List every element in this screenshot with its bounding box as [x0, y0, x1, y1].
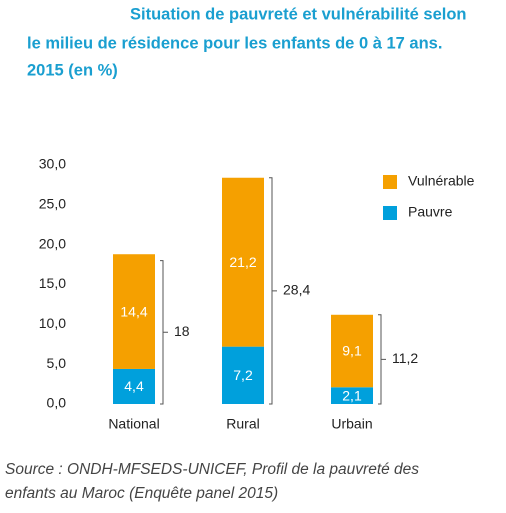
bar-segment: [113, 254, 155, 369]
x-tick-label: Rural: [226, 416, 259, 432]
chart-title: 2015 (en %): [27, 61, 118, 79]
y-tick-label: 0,0: [47, 395, 67, 411]
value-label: 21,2: [229, 254, 256, 270]
total-bracket: [160, 260, 168, 405]
value-label: 14,4: [120, 303, 147, 319]
legend-label: Vulnérable: [408, 173, 475, 189]
y-tick-label: 5,0: [47, 355, 67, 371]
x-tick-label: Urbain: [331, 416, 372, 432]
chart-title: le milieu de résidence pour les enfants …: [27, 34, 442, 52]
bar-segment: [331, 314, 373, 388]
y-tick-label: 25,0: [39, 196, 66, 212]
y-tick-label: 15,0: [39, 275, 66, 291]
total-label: 11,2: [392, 350, 418, 366]
legend-label: Pauvre: [408, 204, 453, 220]
bar-segment: [222, 177, 264, 347]
total-bracket: [269, 177, 277, 405]
chart-title: Situation de pauvreté et vulnérabilité s…: [130, 5, 467, 23]
x-tick-label: National: [108, 416, 159, 432]
value-label: 9,1: [342, 343, 362, 359]
y-tick-label: 10,0: [39, 315, 66, 331]
legend-swatch: [383, 175, 397, 189]
source: enfants au Maroc (Enquête panel 2015): [5, 485, 278, 502]
bar-segment: [113, 368, 155, 404]
value-label: 2,1: [342, 387, 362, 403]
bar-segment: [331, 387, 373, 404]
total-bracket: [378, 314, 386, 405]
legend-swatch: [383, 206, 397, 220]
bar-segment: [222, 346, 264, 404]
y-tick-label: 20,0: [39, 235, 66, 251]
total-label: 28,4: [283, 282, 310, 298]
value-label: 4,4: [124, 378, 144, 394]
value-label: 7,2: [233, 367, 253, 383]
total-label: 18: [174, 323, 190, 339]
y-tick-label: 30,0: [39, 156, 66, 172]
source: Source : ONDH-MFSEDS-UNICEF, Profil de l…: [5, 461, 419, 478]
